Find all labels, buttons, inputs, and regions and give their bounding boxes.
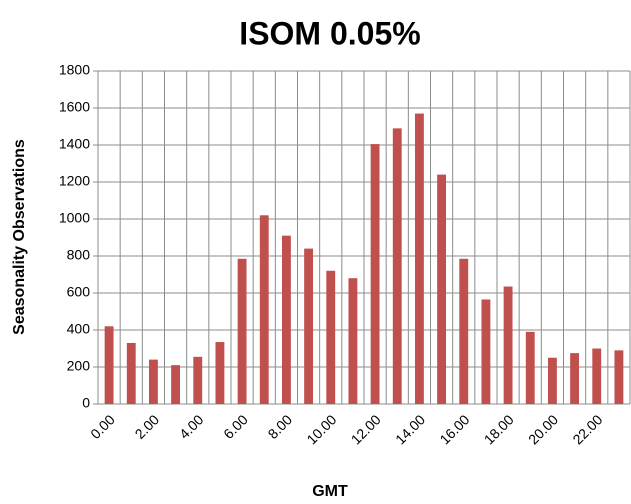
bar [459,258,469,404]
x-tick-label: 0.00 [87,411,118,442]
x-tick-label: 6.00 [220,411,251,442]
y-tick-label: 1000 [59,210,90,226]
bar [326,270,336,404]
bar [525,331,535,404]
bar [481,299,491,404]
bar [281,235,291,404]
bar [215,342,225,404]
bar [392,128,402,404]
bar [503,286,513,404]
y-tick-label: 1200 [59,173,90,189]
bar [126,342,136,404]
bar [259,215,269,404]
x-tick-label: 2.00 [132,411,163,442]
bar [614,350,624,404]
x-tick-label: 8.00 [265,411,296,442]
x-tick-label: 20.00 [525,411,561,447]
bar [148,359,158,404]
x-tick-label: 4.00 [176,411,207,442]
bar [570,353,580,404]
x-axis-label: GMT [312,483,348,500]
bar [171,365,181,404]
y-tick-label: 1800 [59,62,90,78]
bar [237,258,247,404]
bar [348,278,358,404]
bar [414,113,424,405]
x-tick-label: 14.00 [392,411,428,447]
chart-title: ISOM 0.05% [239,15,420,51]
bar [437,174,447,404]
x-tick-label: 12.00 [348,411,384,447]
y-tick-label: 400 [67,321,91,337]
y-tick-label: 200 [67,358,91,374]
y-axis-label: Seasonality Observations [11,139,28,335]
y-tick-label: 0 [82,395,90,411]
y-tick-label: 1400 [59,136,90,152]
y-tick-label: 1600 [59,99,90,115]
y-tick-label: 800 [67,247,91,263]
x-tick-label: 18.00 [481,411,517,447]
y-tick-label: 600 [67,284,91,300]
x-tick-label: 22.00 [569,411,605,447]
bar [104,326,114,404]
x-tick-label: 16.00 [436,411,472,447]
x-tick-label: 10.00 [303,411,339,447]
bar [370,144,380,404]
bar [547,357,557,404]
bar [304,248,314,404]
bar [592,348,602,404]
bar [193,356,203,404]
